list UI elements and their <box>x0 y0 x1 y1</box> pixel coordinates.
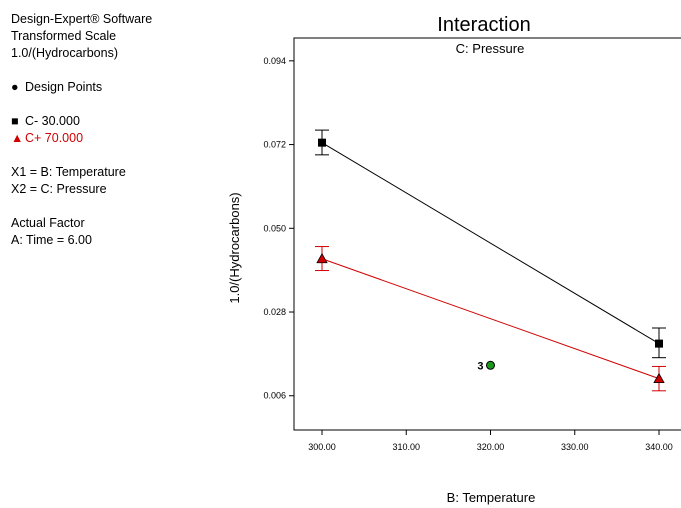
y-tick-label: 0.094 <box>263 56 286 66</box>
actual-factor-heading: Actual Factor <box>11 216 85 230</box>
circle-icon: ● <box>11 80 19 94</box>
actual-factor-value: A: Time = 6.00 <box>11 233 92 247</box>
legend-panel: Design-Expert® Software Transformed Scal… <box>11 11 152 249</box>
design-point <box>486 360 495 370</box>
chart-title: Interaction <box>437 14 530 36</box>
series-line <box>321 258 660 380</box>
x-tick-label: 330.00 <box>561 442 589 452</box>
design-point-count: 3 <box>477 360 483 372</box>
y-tick-label: 0.072 <box>263 140 286 150</box>
x-tick-label: 320.00 <box>477 442 505 452</box>
x-tick-label: 310.00 <box>392 442 420 452</box>
plot-frame <box>293 37 681 431</box>
data-point <box>318 138 326 147</box>
data-point <box>655 339 663 348</box>
chart-subtitle: C: Pressure <box>456 41 525 56</box>
scale-label: Transformed Scale <box>11 29 117 43</box>
software-name: Design-Expert® Software <box>11 12 153 26</box>
design-points-label: Design Points <box>25 80 103 94</box>
data-point <box>316 252 328 264</box>
series-high-label: C+ 70.000 <box>25 131 84 145</box>
x-axis-label: B: Temperature <box>447 490 536 505</box>
data-point <box>653 372 665 384</box>
triangle-icon: ▲ <box>11 131 24 145</box>
legend-design-points: ● Design Points <box>11 79 152 96</box>
y-tick-label: 0.006 <box>263 391 286 401</box>
legend-series-high: ▲ C+ 70.000 <box>11 130 152 147</box>
y-axis-label: 1.0/(Hydrocarbons) <box>227 192 242 303</box>
axis-ticks: 300.00 310.00 320.00 330.00 340.00 0.006 0.028… <box>263 56 672 452</box>
factor-x1: X1 = B: Temperature <box>11 165 126 179</box>
x-tick-label: 300.00 <box>308 442 336 452</box>
legend-series-low: ■ C- 30.000 <box>11 113 152 130</box>
y-tick-label: 0.028 <box>263 307 286 317</box>
series-line <box>321 142 660 345</box>
y-tick-label: 0.050 <box>263 223 286 233</box>
x-tick-label: 340.00 <box>645 442 673 452</box>
series-low-label: C- 30.000 <box>25 114 80 128</box>
transform-label: 1.0/(Hydrocarbons) <box>11 46 118 60</box>
square-icon: ■ <box>11 114 19 128</box>
data-marks: 3 <box>315 129 666 392</box>
factor-x2: X2 = C: Pressure <box>11 182 107 196</box>
